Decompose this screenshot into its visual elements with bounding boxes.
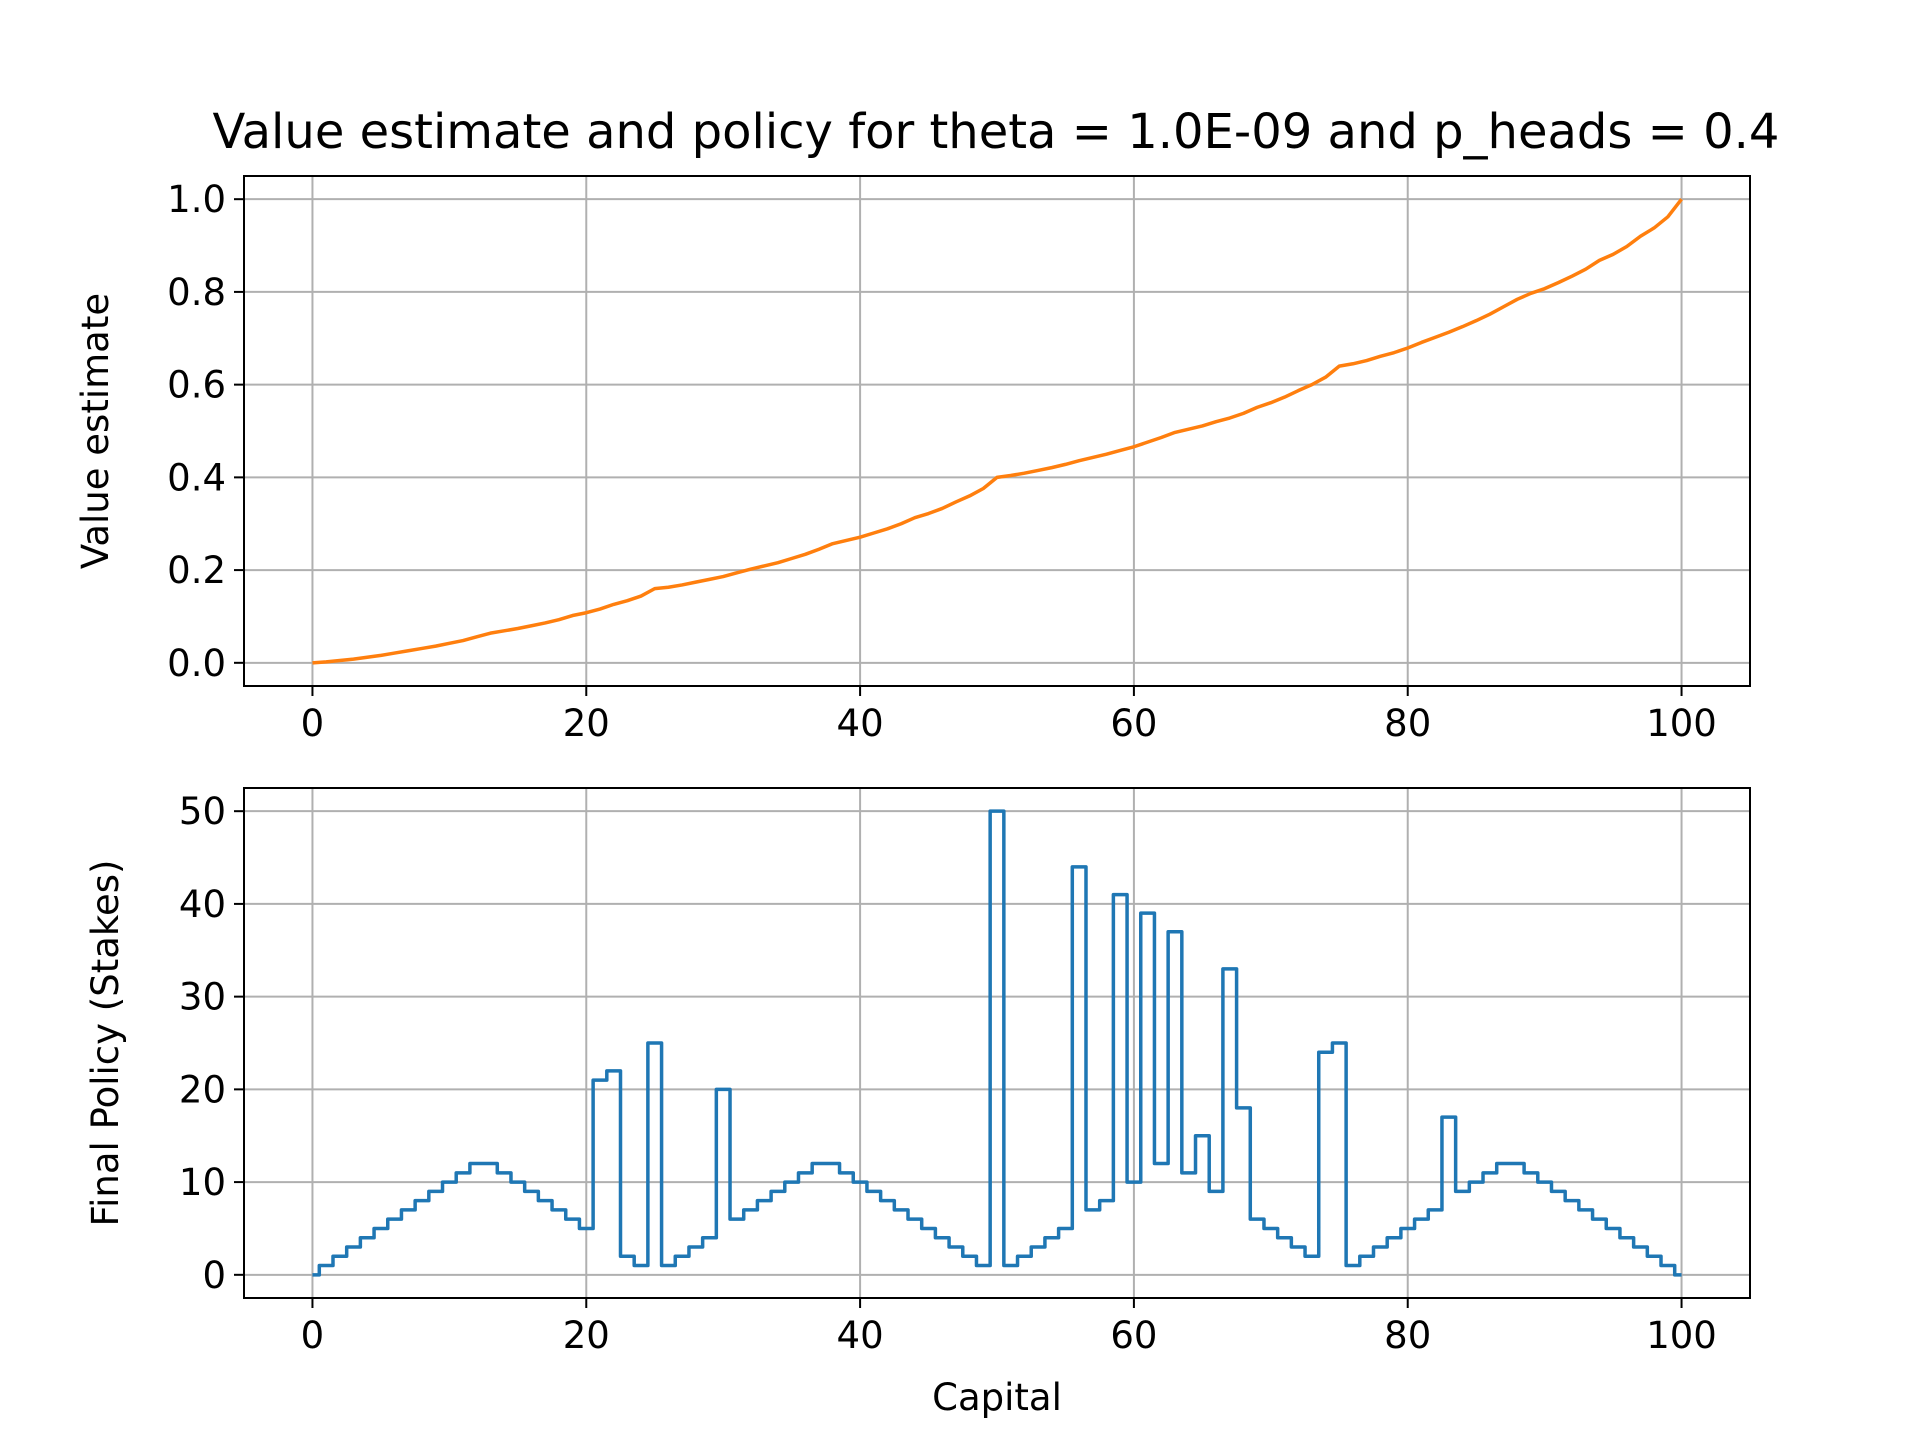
policy-y-tick-label: 30 bbox=[179, 976, 226, 1019]
value-y-tick-label: 0.8 bbox=[167, 271, 226, 314]
value-y-axis-label: Value estimate bbox=[74, 293, 117, 569]
policy-x-axis-label: Capital bbox=[932, 1376, 1062, 1419]
policy-x-ticks: 0 20 40 60 80 100 bbox=[301, 1298, 1717, 1357]
value-x-tick-label: 80 bbox=[1384, 702, 1431, 745]
value-estimate-axes: 0 20 40 60 80 100 0.0 0.2 0.4 0.6 0.8 1.0 Value es… bbox=[74, 175, 1751, 745]
policy-axes: 0 20 40 60 80 100 0 10 20 30 40 50 Final Policy (S… bbox=[84, 787, 1751, 1419]
value-y-tick-label: 0.4 bbox=[167, 456, 226, 499]
value-x-tick-label: 100 bbox=[1646, 702, 1717, 745]
policy-y-tick-label: 40 bbox=[179, 883, 226, 926]
policy-y-tick-label: 0 bbox=[202, 1254, 226, 1297]
chart-title: Value estimate and policy for theta = 1.… bbox=[213, 104, 1780, 160]
policy-y-axis-label: Final Policy (Stakes) bbox=[84, 860, 127, 1227]
policy-grid bbox=[244, 788, 1750, 1298]
policy-x-tick-label: 100 bbox=[1646, 1314, 1717, 1357]
value-x-tick-label: 60 bbox=[1110, 702, 1157, 745]
policy-axes-frame bbox=[243, 787, 1751, 1299]
value-series-line bbox=[312, 198, 1683, 665]
value-y-ticks: 0.0 0.2 0.4 0.6 0.8 1.0 bbox=[167, 178, 244, 685]
value-y-tick-label: 0.2 bbox=[167, 549, 226, 592]
policy-y-tick-label: 50 bbox=[179, 790, 226, 833]
value-x-tick-label: 20 bbox=[563, 702, 610, 745]
policy-y-ticks: 0 10 20 30 40 50 bbox=[179, 790, 244, 1297]
policy-line-layer bbox=[312, 809, 1682, 1277]
value-line-layer bbox=[312, 198, 1683, 665]
value-y-tick-label: 0.0 bbox=[167, 642, 226, 685]
policy-series-line bbox=[312, 809, 1682, 1277]
value-y-tick-label: 0.6 bbox=[167, 364, 226, 407]
policy-x-tick-label: 80 bbox=[1384, 1314, 1431, 1357]
value-x-ticks: 0 20 40 60 80 100 bbox=[301, 686, 1717, 745]
policy-x-tick-label: 20 bbox=[563, 1314, 610, 1357]
value-grid bbox=[244, 176, 1750, 686]
policy-y-tick-label: 20 bbox=[179, 1068, 226, 1111]
value-x-tick-label: 0 bbox=[301, 702, 325, 745]
value-axes-frame bbox=[243, 175, 1751, 687]
value-y-tick-label: 1.0 bbox=[167, 178, 226, 221]
policy-x-tick-label: 60 bbox=[1110, 1314, 1157, 1357]
value-x-tick-label: 40 bbox=[837, 702, 884, 745]
policy-x-tick-label: 0 bbox=[301, 1314, 325, 1357]
policy-y-tick-label: 10 bbox=[179, 1161, 226, 1204]
policy-x-tick-label: 40 bbox=[837, 1314, 884, 1357]
